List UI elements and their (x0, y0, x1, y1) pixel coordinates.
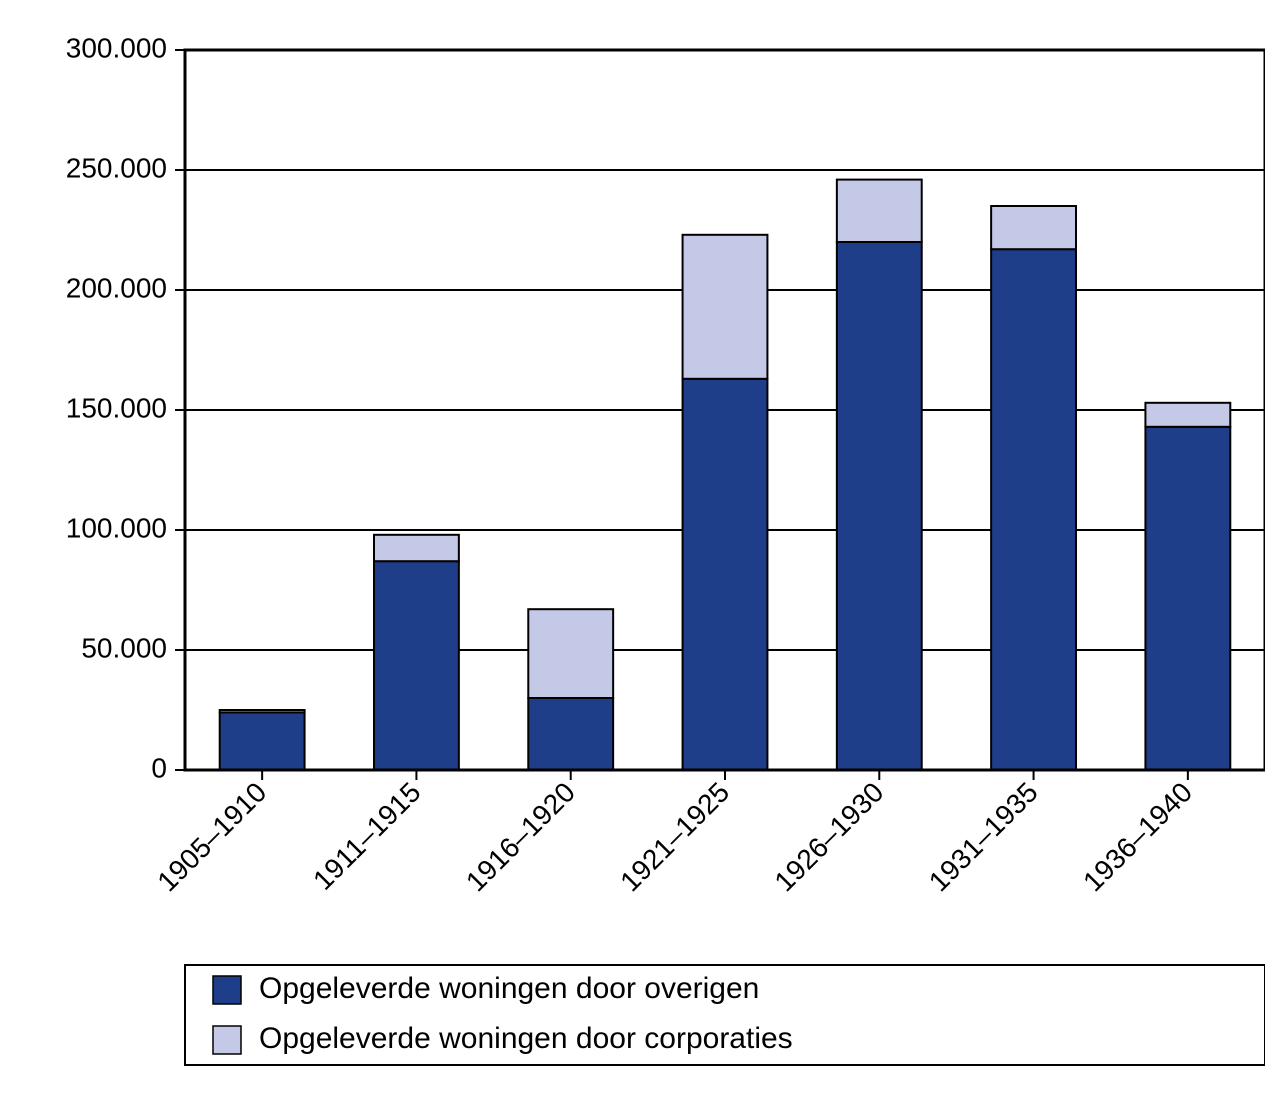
x-axis-category-label: 1905–1910 (151, 776, 272, 897)
bar-segment (374, 561, 459, 770)
bar-segment (991, 249, 1076, 770)
x-axis-category-label: 1926–1930 (769, 776, 890, 897)
x-axis-category-label: 1921–1925 (614, 776, 735, 897)
stacked-bar-chart: 0 50.000 100.000 150.000 200.000 250.000 300.0… (20, 20, 1265, 1087)
bar-segment (528, 609, 613, 698)
legend-label: Opgeleverde woningen door corporaties (259, 1022, 793, 1055)
bar-segment (837, 242, 922, 770)
bar-segment (837, 180, 922, 242)
y-axis-tick-label: 50.000 (81, 632, 167, 663)
x-axis-category-label: 1916–1920 (460, 776, 581, 897)
legend-swatch (213, 1026, 241, 1054)
legend-swatch (213, 976, 241, 1004)
bar-segment (683, 235, 768, 379)
bar-segment (991, 206, 1076, 249)
x-axis-category-label: 1911–1915 (307, 776, 427, 896)
y-axis-tick-label: 0 (151, 752, 167, 783)
y-axis-tick-label: 100.000 (66, 512, 167, 543)
x-axis-category-label: 1936–1940 (1077, 776, 1198, 897)
y-axis-tick-label: 300.000 (66, 32, 167, 63)
bar-segment (374, 535, 459, 561)
y-axis-tick-label: 150.000 (66, 392, 167, 423)
bar-segment (683, 379, 768, 770)
bar-segment (220, 712, 305, 770)
bar-segment (1145, 403, 1230, 427)
y-axis-tick-label: 200.000 (66, 272, 167, 303)
bar-segment (528, 698, 613, 770)
bar-segment (1145, 427, 1230, 770)
y-axis-tick-label: 250.000 (66, 152, 167, 183)
chart-container: 0 50.000 100.000 150.000 200.000 250.000 300.0… (20, 20, 1265, 1087)
bar-segment (220, 710, 305, 712)
legend-label: Opgeleverde woningen door overigen (259, 972, 759, 1005)
x-axis-category-label: 1931–1935 (923, 776, 1044, 897)
